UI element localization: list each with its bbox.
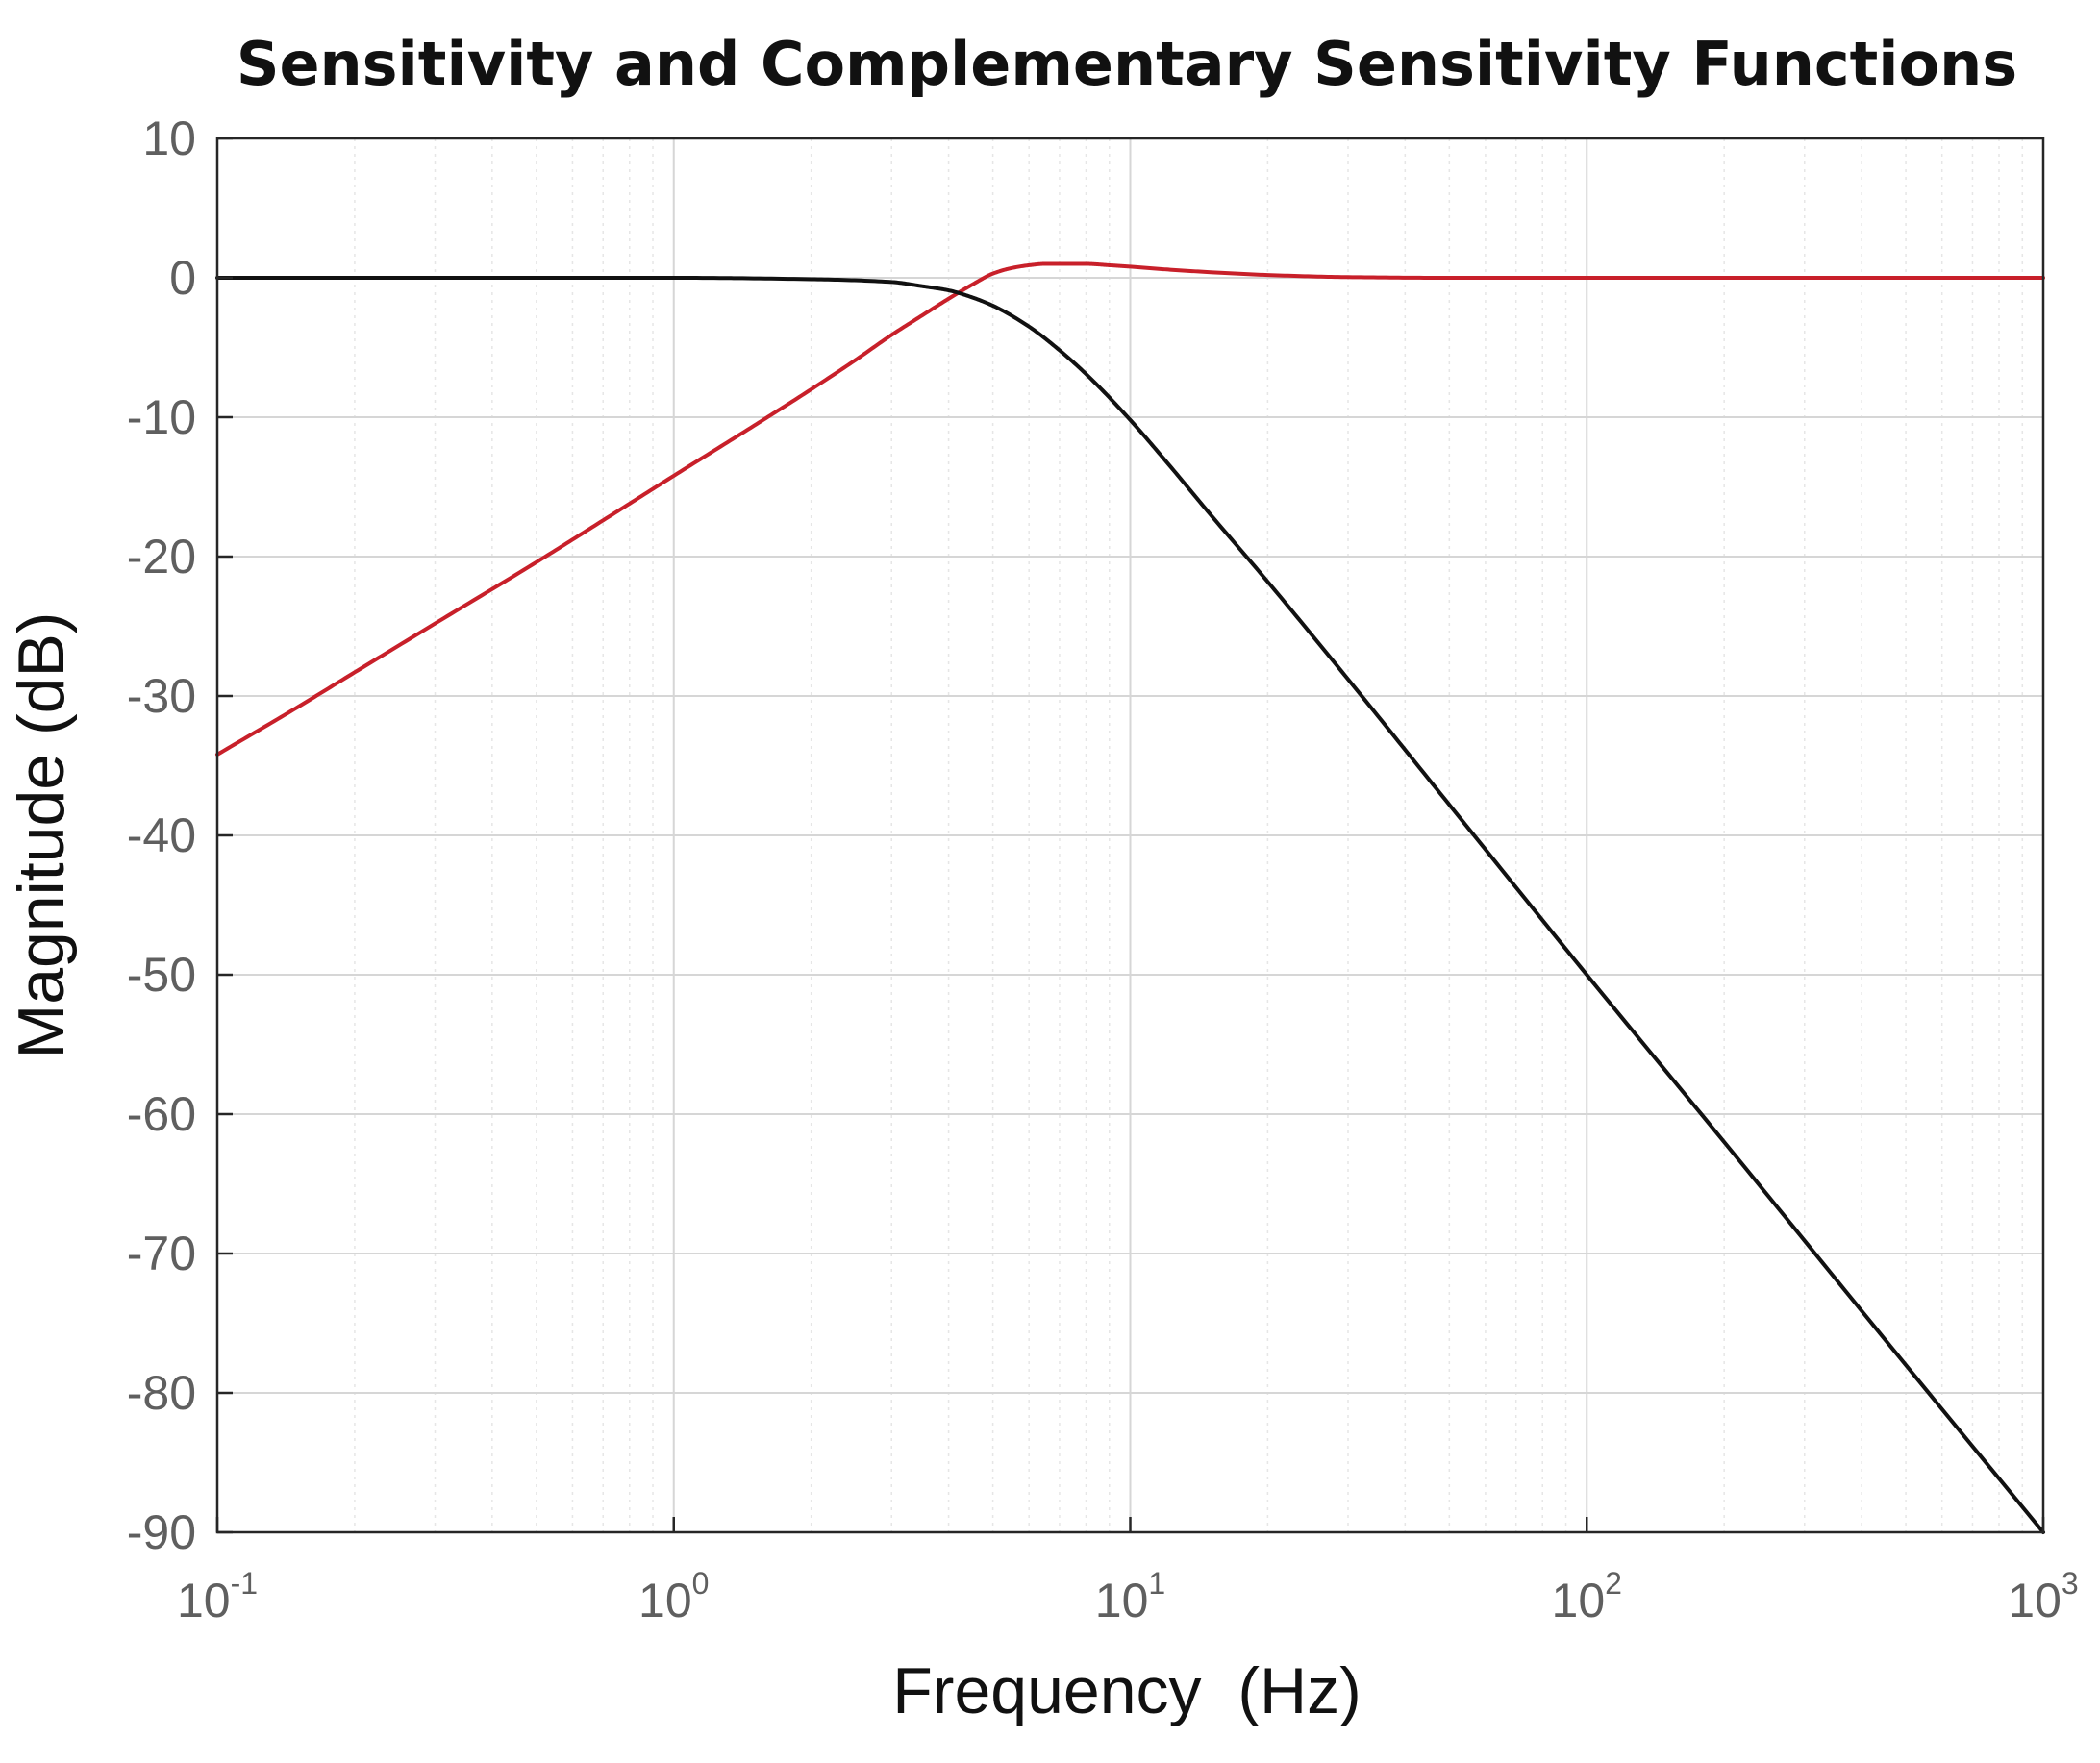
minor-grid: [354, 138, 2024, 1532]
y-axis-ticks: 10 0 -10 -20 -30 -40 -50 -60 -70 -80 -90: [127, 112, 233, 1559]
series-layer: [215, 261, 2045, 1534]
x-tick-label: 102: [1552, 1566, 1622, 1627]
y-tick-label: -20: [127, 530, 196, 584]
series-line-complementary-sensitivity: [215, 276, 2045, 1534]
y-tick-label: -80: [127, 1366, 196, 1420]
y-tick-label: -40: [127, 808, 196, 862]
y-tick-label: 0: [169, 251, 196, 305]
y-tick-label: -30: [127, 669, 196, 723]
y-tick-label: 10: [142, 112, 196, 165]
x-tick-label: 10-1: [177, 1566, 258, 1627]
x-tick-label: 101: [1095, 1566, 1165, 1627]
x-axis-ticks: 10-1 100 101 102 103: [177, 1517, 2079, 1627]
x-tick-label: 103: [2008, 1566, 2078, 1627]
x-axis-label: Frequency (Hz): [892, 1654, 1361, 1727]
y-tick-label: -70: [127, 1227, 196, 1280]
chart-title: Sensitivity and Complementary Sensitivit…: [237, 29, 2017, 99]
y-tick-label: -10: [127, 390, 196, 444]
x-tick-label: 100: [638, 1566, 709, 1627]
y-tick-label: -50: [127, 948, 196, 1002]
y-tick-label: -60: [127, 1087, 196, 1141]
y-axis-label: Magnitude (dB): [5, 612, 78, 1059]
series-line-sensitivity: [215, 261, 2045, 757]
y-tick-label: -90: [127, 1505, 196, 1559]
